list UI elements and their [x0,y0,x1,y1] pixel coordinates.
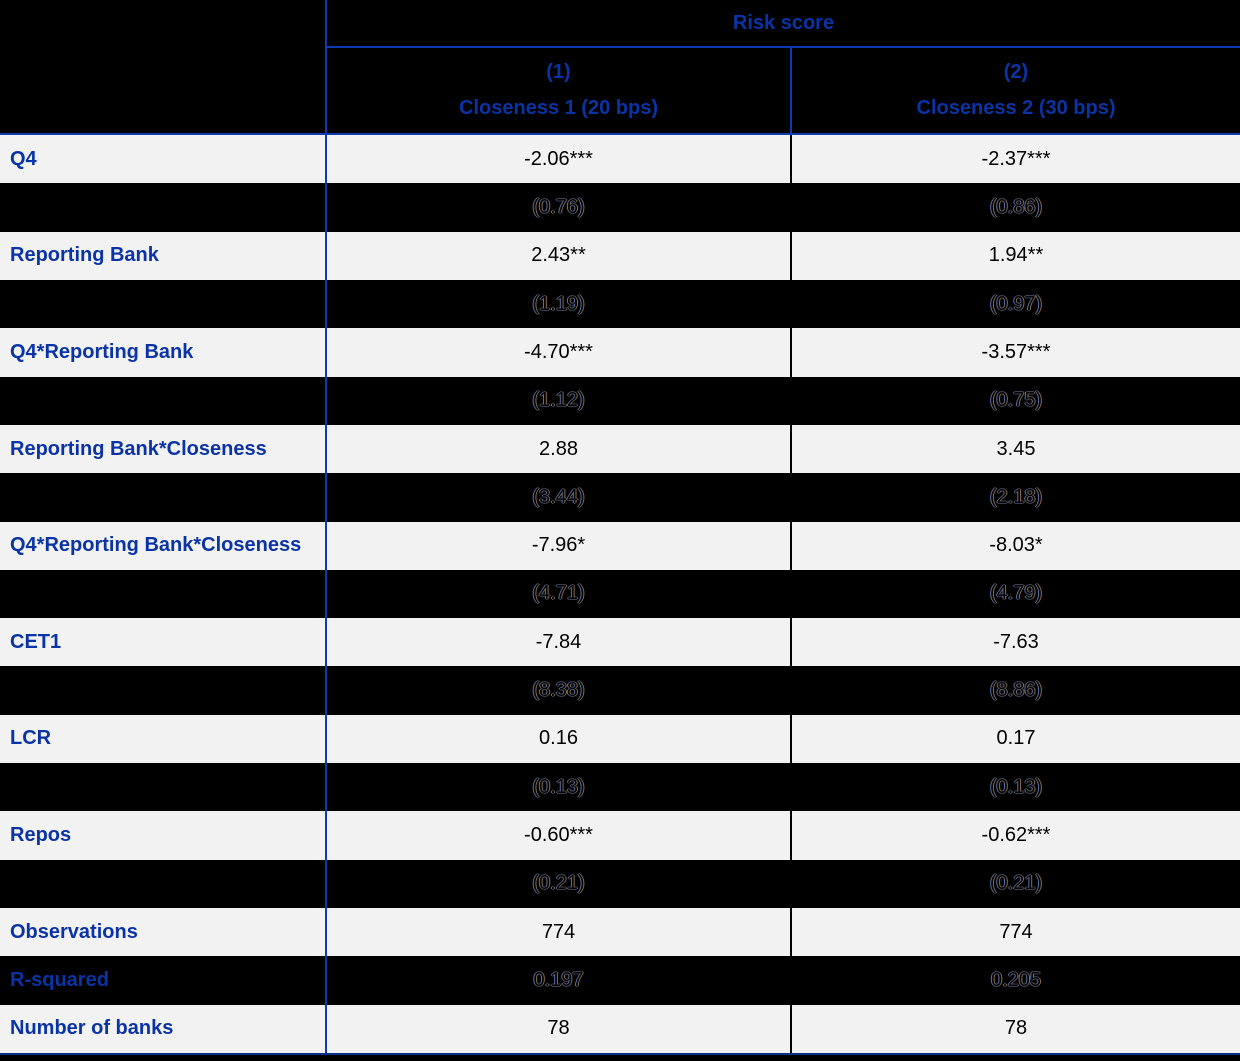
column-header-1: (1) Closeness 1 (20 bps) [327,48,792,133]
row-label: Q4 [0,135,327,184]
column-title: Closeness 2 (30 bps) [916,97,1116,119]
table-row: Repos -0.60*** -0.62*** [0,811,1240,860]
value-cell: 2.43** [327,231,792,280]
std-error-cell: (1.12) [327,376,792,425]
span-header-risk-score: Risk score [327,0,1240,48]
std-error-cell: (0.21) [989,872,1043,895]
table-row: CET1 -7.84 -7.63 [0,618,1240,667]
table-row: R-squared 0.197 0.205 [0,956,1240,1005]
std-error-cell: (0.97) [989,292,1043,315]
row-label: Repos [0,811,327,860]
std-error-cell: (0.75) [989,389,1043,412]
value-cell: 78 [327,1004,792,1053]
value-cell: -3.57*** [981,340,1051,363]
row-label [0,376,327,425]
row-label [0,183,327,232]
value-cell: -4.70*** [327,328,792,377]
std-error-row: (0.13) (0.13) [0,763,1240,812]
value-cell: -0.62*** [981,824,1051,847]
value-cell: -2.06*** [327,135,792,184]
value-cell: 1.94** [988,244,1044,267]
table-body: Q4 -2.06*** -2.37*** (0.76) (0.86) Reporting … [0,135,1240,1053]
table-row: Number of banks 78 78 [0,1004,1240,1053]
value-cell: -2.37*** [981,147,1051,170]
row-label [0,473,327,522]
row-label [0,666,327,715]
table-row: LCR 0.16 0.17 [0,714,1240,764]
std-error-row: (1.12) (0.75) [0,376,1240,425]
std-error-row: (3.44) (2.18) [0,473,1240,522]
row-label: CET1 [0,618,327,667]
row-label: Observations [0,908,327,957]
value-cell: 0.16 [327,714,792,764]
std-error-cell: (4.79) [989,582,1043,605]
colhead-label-spacer [0,48,327,133]
std-error-cell: (0.76) [327,183,792,232]
column-header-band: (1) Closeness 1 (20 bps) (2) Closeness 2… [0,48,1240,135]
value-cell: -0.60*** [327,811,792,860]
std-error-cell: (8.86) [989,679,1043,702]
row-label [0,279,327,329]
std-error-row: (0.21) (0.21) [0,859,1240,908]
std-error-row: (4.71) (4.79) [0,569,1240,619]
value-cell: -8.03* [989,534,1043,557]
row-label: Reporting Bank*Closeness [0,424,327,474]
value-cell: 0.17 [996,727,1036,750]
table-row: Reporting Bank 2.43** 1.94** [0,231,1240,280]
value-cell: -7.84 [327,618,792,667]
std-error-cell: (0.21) [327,859,792,908]
std-error-cell: (1.19) [327,279,792,329]
value-cell: -7.63 [993,630,1039,653]
std-error-cell: (3.44) [327,473,792,522]
row-label [0,859,327,908]
table-row: Q4 -2.06*** -2.37*** [0,135,1240,184]
value-cell: 0.205 [990,968,1042,991]
column-title: Closeness 1 (20 bps) [459,97,658,119]
row-label: R-squared [0,956,327,1005]
table-row: Reporting Bank*Closeness 2.88 3.45 [0,424,1240,474]
column-number: (2) [1003,61,1029,83]
value-cell: 774 [327,908,792,957]
column-number: (1) [546,61,571,83]
std-error-cell: (0.86) [989,195,1043,218]
column-header-2: (2) Closeness 2 (30 bps) [792,48,1240,133]
value-cell: 774 [999,920,1033,943]
row-label: LCR [0,714,327,764]
std-error-cell: (0.13) [327,763,792,812]
row-label: Reporting Bank [0,231,327,280]
row-label: Number of banks [0,1004,327,1053]
row-label [0,763,327,812]
header-label-spacer [0,0,327,48]
row-label: Q4*Reporting Bank*Closeness [0,521,327,570]
value-cell: 2.88 [327,424,792,474]
value-cell: 3.45 [996,437,1036,460]
table-row: Q4*Reporting Bank*Closeness -7.96* -8.03* [0,521,1240,570]
table-row: Observations 774 774 [0,908,1240,957]
row-label: Q4*Reporting Bank [0,328,327,377]
std-error-cell: (8.38) [327,666,792,715]
value-cell: -7.96* [327,521,792,570]
table-bottom-rule [0,1053,1240,1055]
std-error-cell: (2.18) [989,485,1043,508]
table-span-header-band: Risk score [0,0,1240,48]
std-error-row: (0.76) (0.86) [0,183,1240,232]
row-label [0,569,327,619]
std-error-row: (1.19) (0.97) [0,279,1240,329]
value-cell: 0.197 [327,956,792,1005]
std-error-cell: (4.71) [327,569,792,619]
std-error-row: (8.38) (8.86) [0,666,1240,715]
std-error-cell: (0.13) [989,775,1043,798]
table-row: Q4*Reporting Bank -4.70*** -3.57*** [0,328,1240,377]
value-cell: 78 [1004,1017,1028,1040]
